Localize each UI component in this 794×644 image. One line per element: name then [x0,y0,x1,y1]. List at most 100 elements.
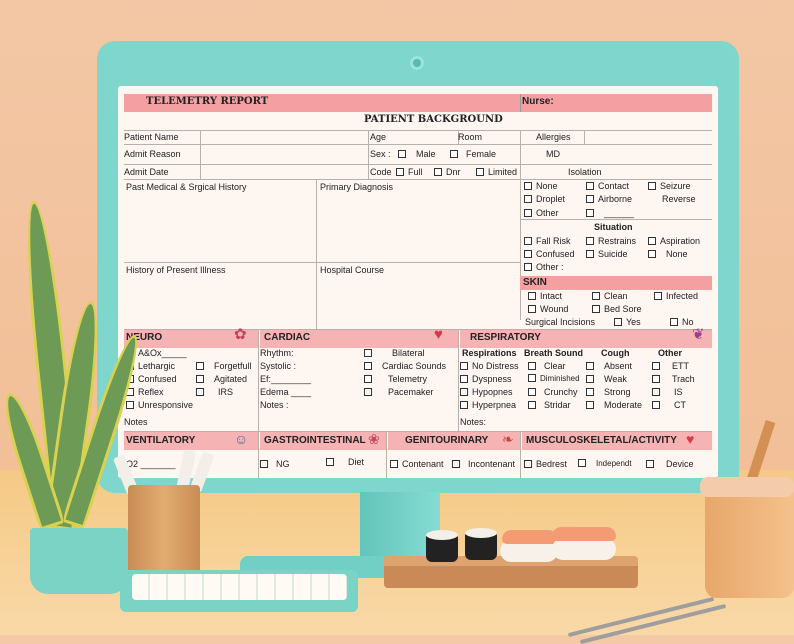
keyboard-keys [132,574,347,600]
cardiac-edema-field[interactable]: Edema ____ [260,387,312,397]
situation-restrains-checkbox[interactable]: Restrains [586,235,636,247]
sushi-roll-top [426,530,458,540]
primary-diagnosis-label: Primary Diagnosis [320,182,394,192]
o2-field[interactable]: O2 _______ [126,459,176,469]
other-trach-checkbox[interactable]: Trach [652,373,695,385]
neuro-forgetfull-checkbox[interactable]: Forgetfull [196,360,252,372]
neuro-agitated-checkbox[interactable]: Agitated [196,373,247,385]
isolation-other-blank[interactable]: ______ [586,207,634,219]
skin-infected-checkbox[interactable]: Infected [654,290,698,302]
age-label: Age [370,132,387,142]
surgical-no-checkbox[interactable]: No [670,316,694,328]
heart-pulse-icon: ♥ [686,431,695,447]
skin-bed-sore-checkbox[interactable]: Bed Sore [592,303,642,315]
gastro-title: GASTROINTESTINAL [264,435,366,446]
musculo-device-checkbox[interactable]: Device [646,458,694,470]
situation-none-checkbox[interactable]: None [648,248,688,260]
resp-stridar-checkbox[interactable]: Stridar [528,399,571,411]
other-is-checkbox[interactable]: IS [652,386,683,398]
code-dnr-checkbox[interactable]: Dnr [434,166,461,178]
sushi-roll-top [465,528,497,538]
heart-icon: ♥ [434,326,443,343]
situation-heading: Situation [594,222,633,232]
nigiri-salmon [552,527,616,541]
situation-confused-checkbox[interactable]: Confused [524,248,575,260]
isolation-contact-checkbox[interactable]: Contact [586,180,629,192]
nurse-label: Nurse: [522,96,554,107]
isolation-other-checkbox[interactable]: Other [524,207,559,219]
neuro-header [124,330,258,348]
skin-intact-checkbox[interactable]: Intact [528,290,562,302]
sex-male-checkbox[interactable]: Male [398,148,436,160]
code-limited-checkbox[interactable]: Limited [476,166,517,178]
resp-hypopnes-checkbox[interactable]: Hypopnes [460,386,513,398]
neuro-title: NEURO [126,332,163,343]
genito-header [388,432,520,450]
situation-fall-risk-checkbox[interactable]: Fall Risk [524,235,571,247]
genito-contenant-checkbox[interactable]: Contenant [390,458,444,470]
cough-moderate-checkbox[interactable]: Moderate [586,399,642,411]
report-title: TELEMETRY REPORT [146,96,269,107]
situation-other-checkbox[interactable]: Other : [524,261,564,273]
neuro-unresponsive-checkbox[interactable]: Unresponsive [126,399,193,411]
patient-background-title: PATIENT BACKGROUND [364,114,503,125]
cardiac-ef-field[interactable]: Ef:________ [260,374,312,384]
isolation-seizure-checkbox[interactable]: Seizure [648,180,691,192]
neuro-confused-checkbox[interactable]: Confused [126,373,177,385]
skin-wound-checkbox[interactable]: Wound [528,303,568,315]
nigiri-rice [500,540,558,562]
isolation-droplet-checkbox[interactable]: Droplet [524,193,565,205]
cardiac-bilateral-checkbox[interactable]: Bilateral [364,347,425,359]
surgical-yes-checkbox[interactable]: Yes [614,316,641,328]
cough-absent-checkbox[interactable]: Absent [586,360,632,372]
resp-notes-label: Notes: [460,417,487,427]
resp-hyperpnea-checkbox[interactable]: Hyperpnea [460,399,516,411]
musculo-independt-checkbox[interactable]: Independt [578,458,632,470]
resp-diminished-checkbox[interactable]: Diminished [528,373,580,385]
resp-col-respirations: Respirations [462,348,517,358]
patient-name-label: Patient Name [124,132,179,142]
admit-date-label: Admit Date [124,167,169,177]
surgical-incisions-label: Surgical Incisions [525,317,596,327]
sex-female-checkbox[interactable]: Female [450,148,496,160]
skin-clean-checkbox[interactable]: Clean [592,290,628,302]
neuro-irs-checkbox[interactable]: IRS [196,386,233,398]
other-ett-checkbox[interactable]: ETT [652,360,689,372]
genito-title: GENITOURINARY [405,435,489,446]
neuro-reflex-checkbox[interactable]: Reflex [126,386,164,398]
cardiac-systolic-label: Systolic : [260,361,297,371]
code-full-checkbox[interactable]: Full [396,166,423,178]
coffee-cup-lid [700,477,794,497]
cardiac-header [260,330,458,348]
musculo-bedrest-checkbox[interactable]: Bedrest [524,458,567,470]
cough-strong-checkbox[interactable]: Strong [586,386,631,398]
plant-pot [30,528,128,594]
gastro-ng-checkbox[interactable]: NG [260,458,290,470]
cardiac-sounds-checkbox[interactable]: Cardiac Sounds [364,360,446,372]
hpi-label: History of Present Illness [126,265,226,275]
cardiac-pacemaker-checkbox[interactable]: Pacemaker [364,386,434,398]
pmh-label: Past Medical & Srgical History [126,182,247,192]
webcam-icon [410,56,424,70]
room-label: Room [458,132,483,142]
genito-incontenant-checkbox[interactable]: Incontenant [452,458,515,470]
isolation-none-checkbox[interactable]: None [524,180,558,192]
resp-dyspness-checkbox[interactable]: Dyspness [460,373,512,385]
resp-no-distress-checkbox[interactable]: No Distress [460,360,519,372]
situation-suicide-checkbox[interactable]: Suicide [586,248,628,260]
ventilatory-title: VENTILATORY [126,435,196,446]
skin-header [520,276,712,290]
allergies-label: Allergies [536,132,571,142]
respiratory-title: RESPIRATORY [470,332,541,343]
header-bar [124,94,712,112]
isolation-airborne-checkbox[interactable]: Airborne [586,193,632,205]
resp-clear-checkbox[interactable]: Clear [528,360,566,372]
musculo-title: MUSCULOSKELETAL/ACTIVITY [526,435,677,446]
cough-weak-checkbox[interactable]: Weak [586,373,627,385]
situation-aspiration-checkbox[interactable]: Aspiration [648,235,700,247]
resp-crunchy-checkbox[interactable]: Crunchy [528,386,578,398]
gastro-diet-checkbox[interactable]: Diet [326,456,364,468]
neuro-notes-label: Notes [124,417,148,427]
other-ct-checkbox[interactable]: CT [652,399,686,411]
cardiac-telemetry-checkbox[interactable]: Telemetry [364,373,427,385]
